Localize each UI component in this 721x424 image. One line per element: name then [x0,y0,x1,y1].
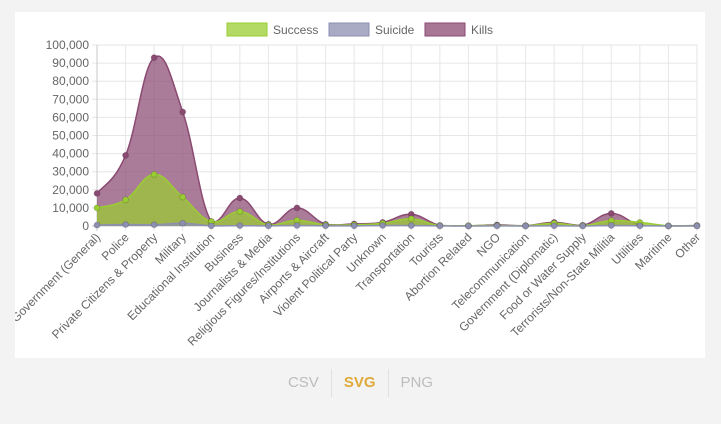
kills-point [236,194,244,202]
y-tick-label: 10,000 [52,201,89,215]
suicide-point [322,222,330,230]
png-download-button[interactable]: PNG [400,374,434,391]
suicide-point [522,222,530,230]
y-tick-label: 60,000 [52,110,89,124]
suicide-point [236,222,244,230]
success-point [93,204,101,212]
suicide-point [493,222,501,230]
suicide-point [407,222,415,230]
kills-point [122,151,130,159]
suicide-point [150,221,158,229]
series-areas [96,55,698,227]
legend-item-suicide[interactable]: Suicide [328,22,415,37]
x-tick-label: Government (General) [15,230,103,325]
y-tick-label: 80,000 [52,74,89,88]
suicide-point [293,221,301,229]
legend[interactable]: Success Suicide Kills [226,22,493,37]
suicide-point [350,222,358,230]
suicide-point [122,221,130,229]
divider [330,369,332,397]
suicide-point [579,222,587,230]
kills-point [93,189,101,197]
legend-label: Kills [471,23,493,37]
download-options: CSV SVG PNG [0,368,721,398]
suicide-point [264,222,272,230]
svg-download-button[interactable]: SVG [343,374,376,391]
y-tick-label: 40,000 [52,147,89,161]
success-area [97,174,697,226]
success-point [407,215,415,223]
legend-swatch [328,22,370,37]
suicide-point [550,222,558,230]
area-chart: 0 10,000 20,000 30,000 40,000 50,000 60,000 70,… [15,22,703,349]
suicide-point [207,222,215,230]
y-tick-label: 0 [82,219,89,233]
suicide-point [179,219,187,227]
suicide-point [693,222,701,230]
suicide-point [379,221,387,229]
kills-point [293,204,301,212]
chart-card: 0 10,000 20,000 30,000 40,000 50,000 60,000 70,… [15,12,705,358]
kills-point [179,108,187,116]
kills-point [150,54,158,62]
suicide-point [664,222,672,230]
success-point [150,170,158,178]
suicide-point [436,222,444,230]
legend-item-success[interactable]: Success [226,22,318,37]
success-point [236,208,244,216]
legend-swatch [424,22,466,37]
csv-download-button[interactable]: CSV [287,374,319,391]
legend-swatch [226,22,268,37]
y-tick-label: 90,000 [52,56,89,70]
suicide-point [636,222,644,230]
y-tick-label: 50,000 [52,129,89,143]
suicide-area [97,223,697,226]
y-tick-label: 20,000 [52,183,89,197]
success-point [179,193,187,201]
x-tick-label: Other [672,230,703,261]
suicide-line [96,222,698,227]
suicide-point [464,222,472,230]
suicide-point [607,221,615,229]
legend-label: Success [273,23,318,37]
y-tick-label: 30,000 [52,165,89,179]
legend-item-kills[interactable]: Kills [424,22,493,37]
y-axis-ticks: 0 10,000 20,000 30,000 40,000 50,000 60,000 70,… [46,38,90,233]
suicide-point [93,221,101,229]
success-point [122,196,130,204]
success-line [96,173,698,227]
y-tick-label: 100,000 [46,38,90,52]
y-tick-label: 70,000 [52,92,89,106]
series-points [93,54,701,230]
divider [387,369,389,397]
legend-label: Suicide [375,23,415,37]
kills-point [607,209,615,217]
